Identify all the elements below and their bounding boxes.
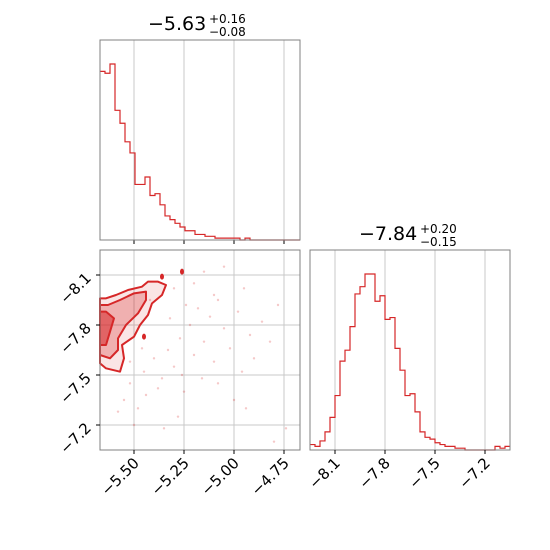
scatter-point: [232, 398, 236, 402]
scatter-point: [176, 415, 180, 418]
title-right-plus: +0.20: [420, 222, 457, 236]
scatter-point: [212, 360, 216, 363]
contour-island: [180, 268, 184, 275]
scatter-point: [272, 440, 276, 443]
scatter-point: [244, 407, 248, 410]
scatter-point: [148, 298, 152, 302]
scatter-point: [180, 373, 184, 377]
contour-island: [160, 273, 164, 280]
contour-outer: [99, 280, 167, 373]
panel-right-histogram: −8.1 −7.8 −7.5 −7.2 −7.84 +0.20 −0.15: [305, 222, 511, 493]
x-tick-label: −5.00: [198, 454, 243, 499]
scatter-point: [192, 353, 196, 357]
panel-joint: −5.50 −5.25 −5.00 −4.75 −7.2 −7.5 −7.8 −8.1: [56, 249, 301, 499]
scatter-point: [268, 340, 272, 343]
scatter-point: [162, 427, 166, 430]
contour-middle: [99, 290, 147, 360]
x-tick-label: −7.2: [455, 454, 493, 492]
y-axis-joint: −7.2 −7.5 −7.8 −8.1: [56, 269, 100, 458]
scatter-point: [172, 287, 176, 290]
contour-levels: [99, 280, 167, 373]
panel-top-histogram: −5.63 +0.16 −0.08: [99, 12, 301, 244]
scatter-point: [216, 298, 220, 302]
scatter-point: [132, 423, 136, 427]
x-tick-label: −7.5: [405, 454, 443, 492]
scatter-point: [156, 387, 160, 390]
scatter-point: [188, 323, 192, 327]
scatter-point: [142, 370, 146, 373]
scatter-point: [216, 382, 220, 385]
scatter-point: [160, 377, 164, 380]
frame-right: [309, 249, 511, 451]
contour-island: [142, 333, 146, 340]
scatter-point: [240, 370, 244, 373]
scatter-point: [136, 407, 140, 410]
scatter-point: [178, 337, 182, 340]
title-top: −5.63: [148, 13, 206, 35]
scatter-point: [128, 360, 132, 363]
frame-top: [99, 39, 301, 241]
scatter-point: [242, 287, 246, 290]
scatter-point: [252, 357, 256, 360]
scatter-points: [116, 265, 288, 443]
scatter-point: [192, 282, 196, 285]
y-tick-label: −7.2: [56, 419, 94, 457]
scatter-point: [196, 307, 200, 310]
title-right-minus: −0.15: [420, 235, 457, 249]
frame-joint: [99, 249, 301, 451]
scatter-point: [184, 303, 188, 307]
scatter-point: [248, 333, 252, 337]
x-tick-label: −7.8: [355, 454, 393, 492]
scatter-point: [212, 293, 216, 297]
title-top-minus: −0.08: [209, 25, 246, 39]
scatter-point: [166, 348, 170, 352]
scatter-point: [260, 320, 264, 323]
title-top-plus: +0.16: [209, 12, 246, 26]
scatter-point: [202, 270, 206, 273]
scatter-point: [168, 317, 172, 320]
scatter-point: [222, 327, 226, 330]
histogram-y: [310, 273, 510, 451]
scatter-point: [222, 265, 226, 268]
scatter-point: [128, 382, 132, 385]
x-tick-label: −5.25: [148, 454, 193, 499]
grid-joint: [100, 250, 300, 450]
histogram-x: [100, 63, 300, 241]
title-right: −7.84: [359, 223, 417, 245]
scatter-point: [144, 393, 148, 397]
scatter-point: [122, 398, 126, 402]
scatter-point: [208, 315, 212, 318]
y-tick-label: −7.8: [56, 319, 94, 357]
scatter-point: [182, 390, 186, 393]
scatter-point: [152, 357, 156, 360]
y-tick-label: −8.1: [56, 269, 94, 307]
grid-top: [133, 40, 285, 244]
x-axis-right: −8.1 −7.8 −7.5 −7.2: [305, 450, 494, 493]
x-tick-label: −4.75: [248, 454, 293, 499]
highlight-points: [142, 268, 184, 340]
scatter-point: [200, 377, 204, 380]
x-tick-label: −8.1: [305, 454, 343, 492]
scatter-point: [202, 340, 206, 343]
scatter-point: [116, 410, 120, 413]
scatter-point: [140, 347, 144, 350]
x-tick-label: −5.50: [98, 454, 143, 499]
x-axis-joint: −5.50 −5.25 −5.00 −4.75: [98, 450, 293, 499]
y-tick-label: −7.5: [56, 369, 94, 407]
scatter-point: [228, 347, 232, 350]
scatter-point: [276, 303, 280, 307]
grid-right: [334, 250, 486, 450]
scatter-point: [172, 365, 176, 368]
scatter-point: [284, 427, 288, 430]
scatter-point: [236, 310, 240, 313]
